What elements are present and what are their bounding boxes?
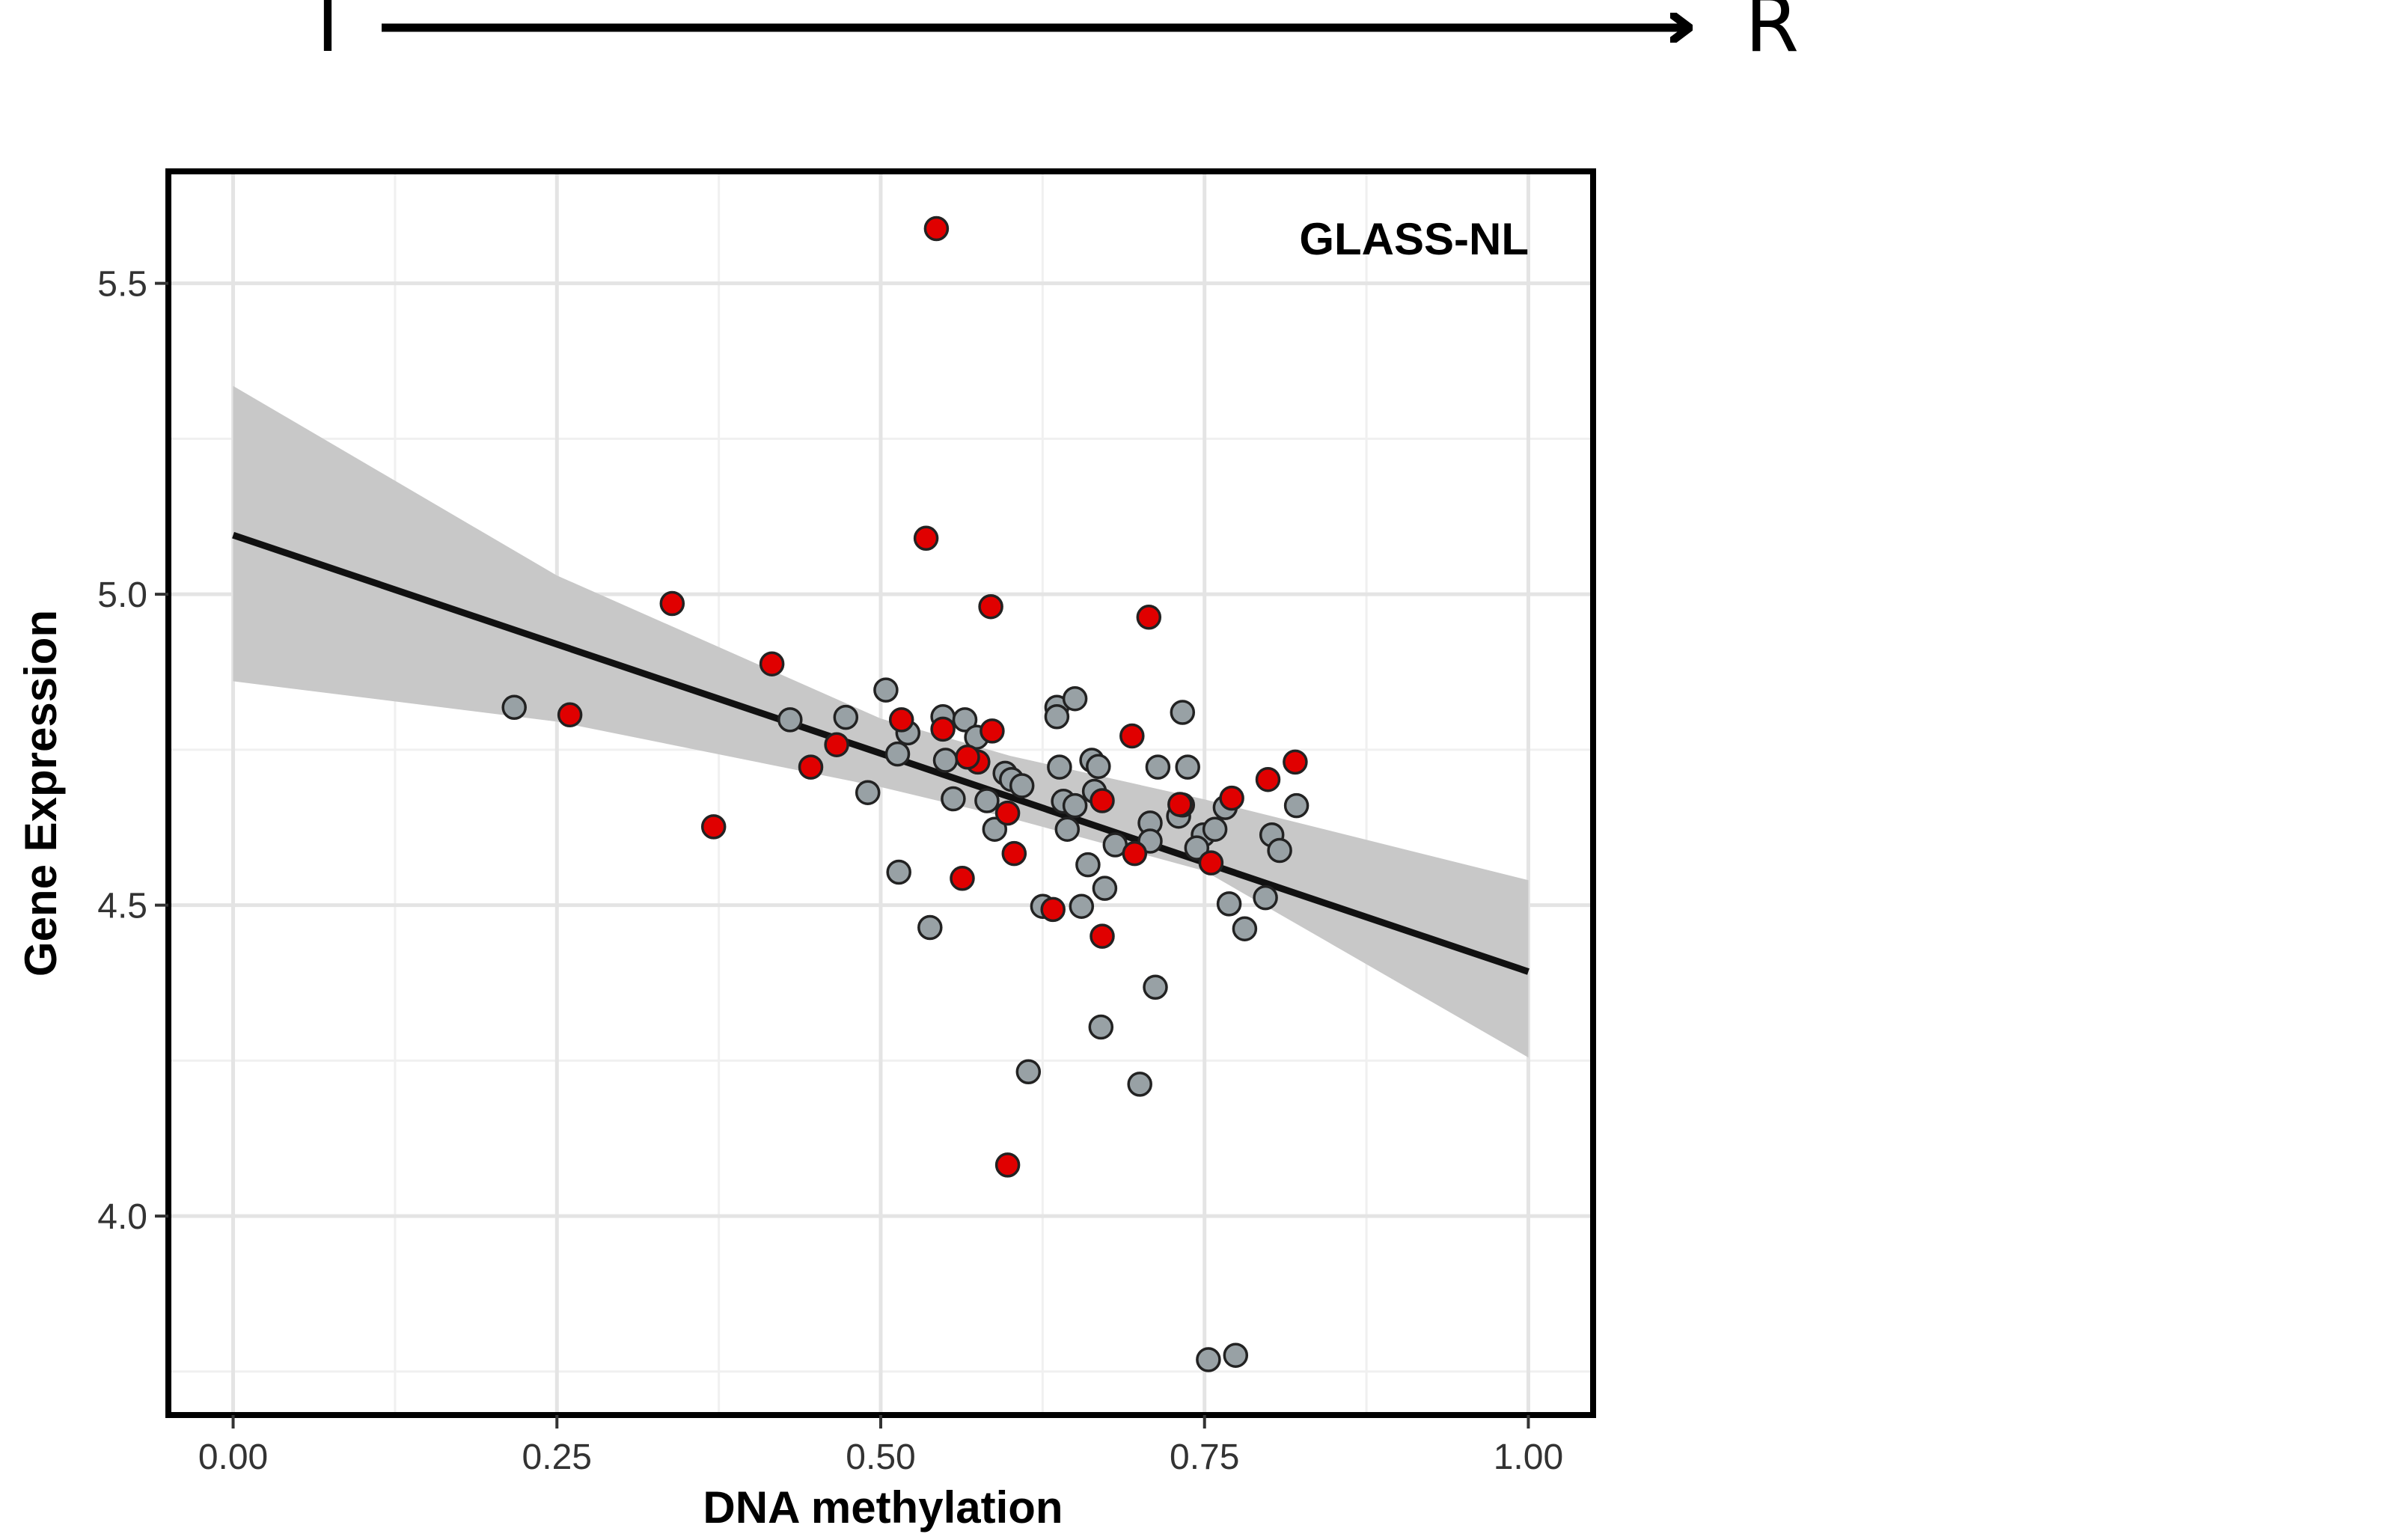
grey-point [1184, 835, 1210, 861]
grey-point [833, 704, 859, 730]
grey-point [1170, 700, 1196, 725]
grid [168, 171, 1593, 1415]
y-tick-label: 4.5 [97, 887, 147, 926]
confidence-band-area [233, 385, 1529, 1058]
x-tick-label: 0.25 [522, 1437, 592, 1477]
red-point [798, 754, 824, 780]
red-point [950, 866, 975, 891]
grey-point [917, 914, 943, 941]
grey-point [1196, 1347, 1221, 1372]
grey-point [1092, 876, 1118, 901]
red-point [994, 1152, 1021, 1178]
grey-point [1202, 816, 1228, 842]
x-tick-label: 1.00 [1494, 1437, 1563, 1477]
red-point [955, 745, 980, 770]
grey-point [873, 677, 899, 703]
grey-point [1145, 754, 1171, 780]
grey-point [941, 786, 966, 812]
x-tick-label: 0.00 [198, 1437, 268, 1477]
grey-point [1216, 891, 1242, 917]
grey-point [952, 707, 978, 733]
grey-point [1143, 974, 1168, 1000]
red-point [1040, 896, 1066, 923]
x-tick-label: 0.50 [846, 1437, 915, 1477]
grey-point [1054, 816, 1081, 842]
confidence-band [233, 385, 1529, 1058]
red-point [1198, 850, 1224, 876]
red-point [824, 732, 849, 757]
grey-point [1267, 837, 1292, 864]
red-point [1283, 749, 1308, 775]
grey-point [1127, 1072, 1152, 1097]
y-axis-label: Gene Expression [16, 610, 66, 977]
grey-point [982, 816, 1008, 842]
y-tick-label: 5.5 [97, 265, 147, 305]
grey-point [1015, 1059, 1042, 1085]
grey-point [1088, 1014, 1114, 1040]
red-point [1119, 723, 1145, 749]
red-point [913, 525, 939, 551]
grey-point [1075, 852, 1101, 878]
grey-point [1086, 754, 1111, 780]
grey-point [1062, 685, 1088, 712]
red-point [700, 814, 727, 840]
red-point [1219, 785, 1244, 811]
grey-point [1175, 754, 1200, 780]
x-tick-label: 0.75 [1170, 1437, 1239, 1477]
chart-annotation: GLASS-NL [1299, 214, 1529, 264]
red-point [557, 702, 583, 728]
red-point [1090, 923, 1115, 949]
grey-point [1253, 884, 1278, 911]
grey-point [1283, 792, 1310, 819]
red-point [1001, 840, 1027, 867]
grey-point [974, 788, 1000, 813]
grey-point [1223, 1342, 1249, 1368]
x-axis-ticks: 0.00 0.25 0.50 0.75 1.00 [198, 1415, 1563, 1477]
red-point [930, 716, 956, 742]
grey-point [777, 707, 803, 733]
grey-point [1069, 893, 1095, 919]
red-point [659, 590, 685, 617]
y-tick-label: 4.0 [97, 1197, 147, 1237]
grey-point [1232, 916, 1258, 941]
red-point [1090, 788, 1115, 813]
regression-line-group [232, 531, 1529, 975]
grey-point [884, 741, 911, 767]
red-point [1167, 792, 1193, 817]
grey-point [855, 780, 881, 805]
red-point [978, 593, 1003, 620]
start-label: I [317, 0, 340, 70]
data-points [501, 216, 1310, 1372]
red-point [980, 718, 1005, 744]
end-label: R [1745, 0, 1799, 70]
x-axis-label: DNA methylation [703, 1482, 1063, 1533]
red-point [994, 800, 1021, 826]
regression-line [232, 531, 1529, 975]
y-tick-label: 5.0 [97, 575, 147, 615]
grey-point [1009, 773, 1035, 798]
grey-point [886, 859, 911, 885]
red-point [923, 216, 950, 242]
grey-point [501, 694, 527, 721]
red-point [759, 651, 785, 676]
grey-point [1047, 754, 1072, 780]
red-point [1136, 605, 1162, 630]
red-point [1122, 840, 1148, 867]
red-point [888, 707, 914, 733]
red-point [1255, 766, 1281, 792]
grey-point [932, 748, 959, 773]
grey-point [1062, 792, 1088, 819]
grey-point [1044, 704, 1070, 730]
y-axis-ticks: 4.0 4.5 5.0 5.5 [97, 265, 168, 1237]
